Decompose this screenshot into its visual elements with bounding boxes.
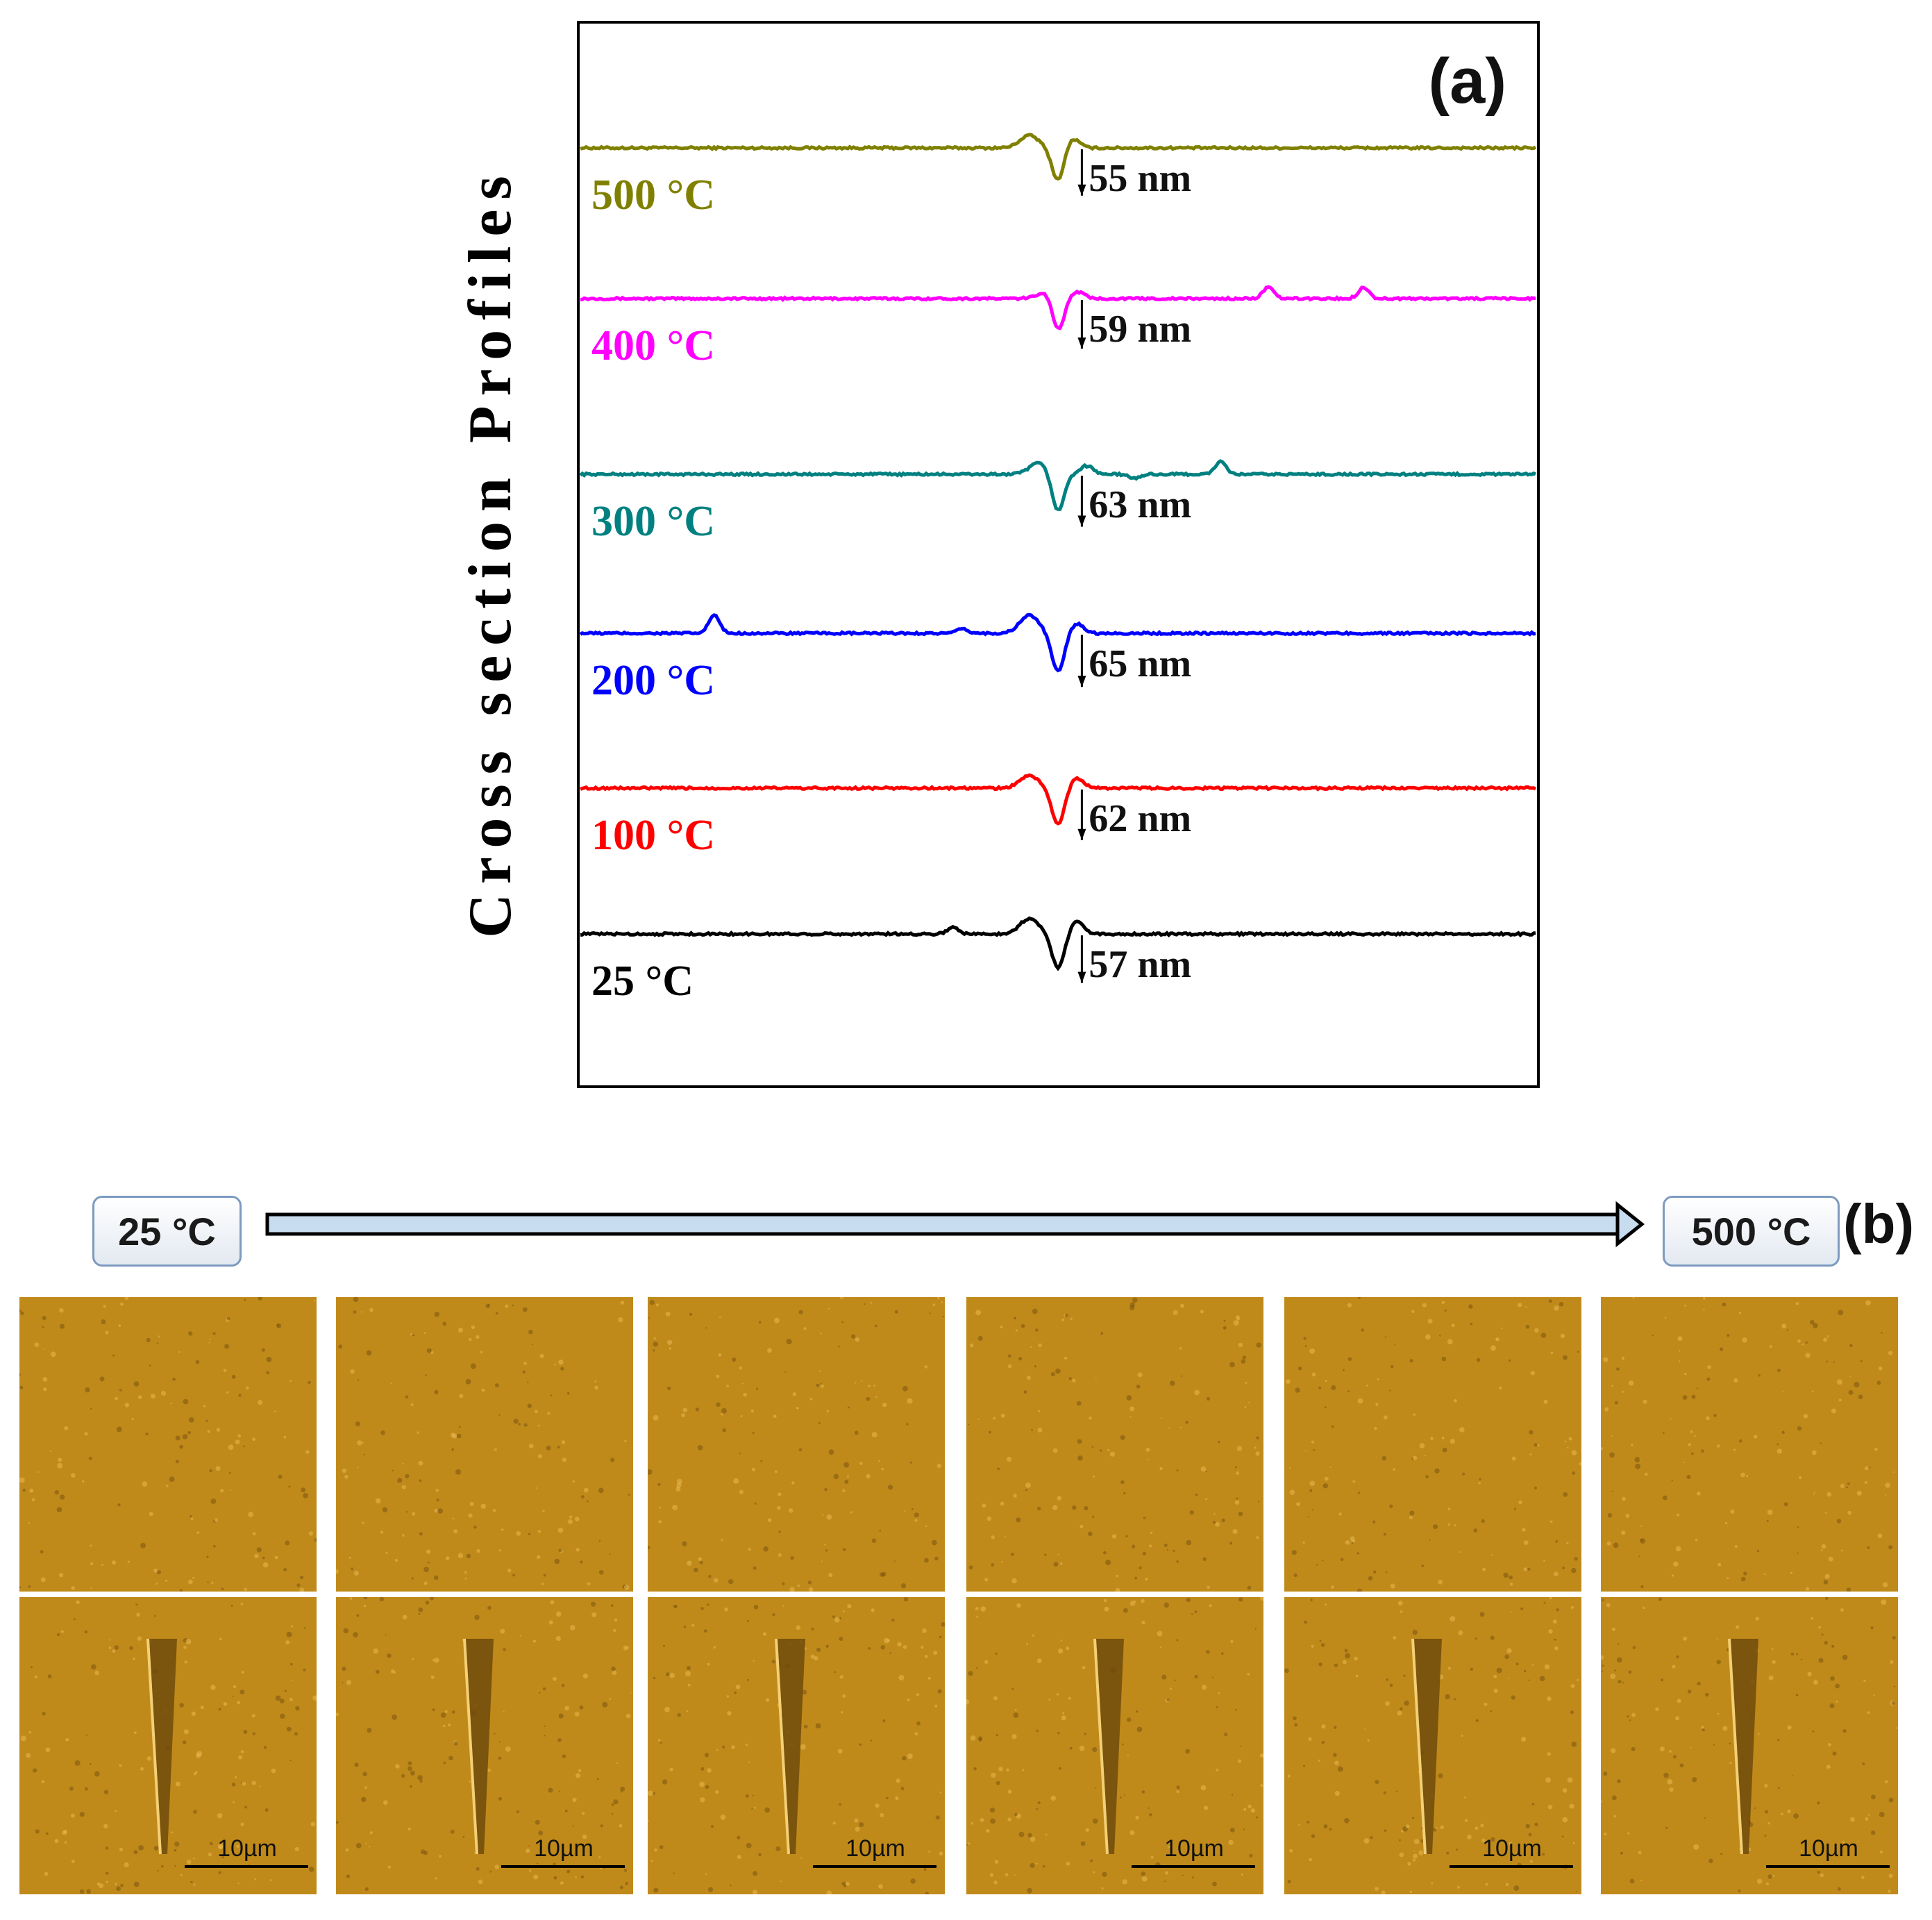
panel-b-label: (b) xyxy=(1843,1193,1915,1255)
series-label-4: 100 °C xyxy=(591,812,715,859)
afm-scratch-5: 10µm xyxy=(1284,1597,1581,1894)
depth-label-0: 55 nm xyxy=(1089,157,1191,200)
depth-label-4: 62 nm xyxy=(1089,797,1191,840)
profile-line-2 xyxy=(579,459,1536,511)
profile-line-1 xyxy=(580,285,1536,331)
afm-scratch-2: 10µm xyxy=(336,1597,633,1894)
scratch-groove xyxy=(776,1639,805,1854)
afm-scratch-6: 10µm xyxy=(1601,1597,1898,1894)
afm-surface-1 xyxy=(19,1297,317,1592)
depth-arrow-head-3 xyxy=(1077,676,1086,687)
depth-label-2: 63 nm xyxy=(1089,483,1191,526)
series-label-2: 300 °C xyxy=(591,498,715,545)
scale-bar-label: 10µm xyxy=(217,1835,277,1862)
end-temp-box: 500 °C xyxy=(1663,1196,1840,1267)
profile-line-0 xyxy=(580,133,1537,181)
depth-label-3: 65 nm xyxy=(1089,642,1191,685)
series-label-0: 500 °C xyxy=(591,172,715,219)
profile-line-3 xyxy=(579,612,1536,673)
cross-section-chart: (a) Cross section Profiles 500 °C 55 nm 40… xyxy=(457,21,1540,1088)
scratch-groove xyxy=(464,1639,494,1854)
depth-arrow-head-5 xyxy=(1077,971,1086,983)
afm-scratch-1: 10µm xyxy=(19,1597,317,1894)
profile-line-5 xyxy=(580,916,1536,971)
arrow-head xyxy=(1615,1201,1645,1248)
scratch-groove xyxy=(1729,1639,1758,1854)
afm-surface-3 xyxy=(648,1297,945,1592)
afm-scratch-4: 10µm xyxy=(966,1597,1263,1894)
scale-bar-label: 10µm xyxy=(1164,1835,1224,1862)
afm-surface-2 xyxy=(336,1297,633,1592)
scale-bar-label: 10µm xyxy=(846,1835,905,1862)
depth-arrow-head-1 xyxy=(1077,337,1086,349)
series-label-5: 25 °C xyxy=(591,958,694,1005)
afm-surface-6 xyxy=(1601,1297,1898,1592)
afm-surface-4 xyxy=(966,1297,1263,1592)
arrow-shaft xyxy=(265,1212,1623,1236)
depth-arrow-head-0 xyxy=(1077,184,1086,196)
panel-a-label: (a) xyxy=(1429,46,1506,117)
scratch-groove xyxy=(1413,1639,1442,1854)
scratch-groove xyxy=(1095,1639,1124,1854)
y-axis-label: Cross section Profiles xyxy=(457,166,524,937)
afm-scratch-3: 10µm xyxy=(648,1597,945,1894)
afm-surface-5 xyxy=(1284,1297,1581,1592)
scale-bar-label: 10µm xyxy=(534,1835,594,1862)
depth-label-5: 57 nm xyxy=(1089,943,1191,986)
plot-frame xyxy=(577,21,1540,1088)
scratch-groove xyxy=(148,1639,177,1854)
depth-arrow-head-4 xyxy=(1077,828,1086,840)
start-temp-box: 25 °C xyxy=(92,1196,242,1267)
depth-arrow-head-2 xyxy=(1077,515,1086,527)
series-label-3: 200 °C xyxy=(591,657,715,704)
scale-bar-label: 10µm xyxy=(1482,1835,1542,1862)
profile-line-4 xyxy=(580,773,1537,826)
scale-bar-label: 10µm xyxy=(1799,1835,1858,1862)
depth-label-1: 59 nm xyxy=(1089,308,1191,351)
series-label-1: 400 °C xyxy=(591,322,715,369)
